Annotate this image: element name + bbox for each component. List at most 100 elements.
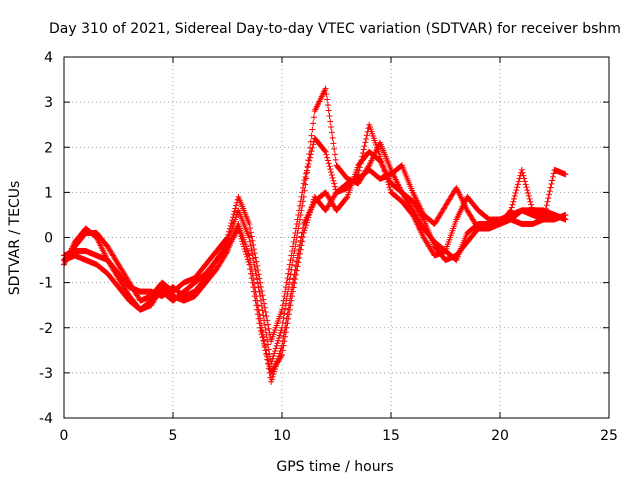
- data-point: [266, 329, 273, 336]
- data-point: [301, 227, 308, 234]
- data-point: [257, 283, 264, 290]
- data-point: [307, 206, 314, 213]
- data-point: [295, 259, 302, 266]
- tick-labels: 0 5 10 15 20 25 -4 -3 -2 -1 0 1 2 3 4: [39, 50, 618, 444]
- data-point: [508, 204, 515, 211]
- data-point: [248, 275, 255, 282]
- data-point: [244, 256, 251, 263]
- data-point: [310, 120, 317, 127]
- data-point: [287, 257, 294, 264]
- data-point: [231, 208, 238, 215]
- data-point: [250, 284, 257, 291]
- data-point: [292, 276, 299, 283]
- data-point: [259, 334, 266, 341]
- data-point: [309, 126, 316, 133]
- data-point: [363, 132, 370, 139]
- x-axis-label: GPS time / hours: [276, 459, 393, 475]
- data-point: [271, 347, 278, 354]
- data-point: [326, 112, 333, 119]
- data-point: [272, 345, 279, 352]
- y-tick-label: -2: [39, 321, 53, 337]
- data-point: [233, 202, 240, 209]
- data-point: [363, 135, 370, 142]
- data-point: [360, 146, 367, 153]
- data-point: [343, 194, 350, 201]
- data-point: [296, 207, 303, 214]
- data-point: [380, 163, 387, 170]
- data-point: [250, 288, 257, 295]
- data-point: [310, 114, 317, 121]
- data-point: [357, 160, 364, 167]
- data-point: [299, 238, 306, 245]
- data-point: [279, 302, 286, 309]
- data-point: [522, 181, 529, 188]
- data-point: [250, 246, 257, 253]
- data-point: [511, 192, 518, 199]
- data-point: [528, 201, 535, 208]
- data-point: [544, 198, 551, 205]
- data-point: [385, 181, 392, 188]
- data-point: [510, 198, 517, 205]
- data-point: [274, 340, 281, 347]
- data-point: [298, 242, 305, 249]
- data-point: [257, 324, 264, 331]
- data-point: [419, 215, 426, 222]
- data-point: [288, 252, 295, 259]
- data-point: [277, 329, 284, 336]
- x-tick-label: 25: [600, 428, 618, 444]
- data-point: [266, 363, 273, 370]
- grid-lines: [64, 57, 609, 418]
- data-point: [511, 195, 518, 202]
- data-point: [331, 151, 338, 158]
- data-point: [226, 225, 233, 232]
- data-point: [515, 178, 522, 185]
- series-track-4: [61, 121, 569, 376]
- data-point: [541, 212, 548, 219]
- data-point: [548, 180, 555, 187]
- data-point: [547, 184, 554, 191]
- data-point: [262, 327, 269, 334]
- data-point: [261, 304, 268, 311]
- data-point: [264, 341, 271, 348]
- data-point: [306, 211, 313, 218]
- data-point: [240, 240, 247, 247]
- data-point: [273, 342, 280, 349]
- y-tick-label: 4: [44, 50, 53, 66]
- data-point: [229, 217, 236, 224]
- data-point: [387, 186, 394, 193]
- data-point: [297, 198, 304, 205]
- data-point: [324, 102, 331, 109]
- data-point: [322, 148, 329, 155]
- data-point: [303, 167, 310, 174]
- data-point: [302, 224, 309, 231]
- data-point: [327, 118, 334, 125]
- data-point: [296, 250, 303, 257]
- data-point: [329, 134, 336, 141]
- data-point: [269, 355, 276, 362]
- data-point: [359, 153, 366, 160]
- data-point: [540, 216, 547, 223]
- data-point: [271, 350, 278, 357]
- data-point: [332, 156, 339, 163]
- data-point: [356, 164, 363, 171]
- data-point: [282, 305, 289, 312]
- y-tick-label: -4: [39, 411, 53, 427]
- data-point: [356, 167, 363, 174]
- data-point: [224, 234, 231, 241]
- data-point: [235, 225, 242, 232]
- data-point: [243, 251, 250, 258]
- data-point: [223, 235, 230, 242]
- data-point: [514, 184, 521, 191]
- data-point: [300, 184, 307, 191]
- data-point: [289, 288, 296, 295]
- data-point: [268, 358, 275, 365]
- data-point: [289, 293, 296, 300]
- data-point: [310, 141, 317, 148]
- data-point: [286, 266, 293, 273]
- y-tick-label: 0: [44, 231, 53, 247]
- data-point: [518, 166, 525, 173]
- chart-title: Day 310 of 2021, Sidereal Day-to-day VTE…: [49, 21, 621, 37]
- data-point: [286, 261, 293, 268]
- data-point: [243, 253, 250, 260]
- data-point: [305, 214, 312, 221]
